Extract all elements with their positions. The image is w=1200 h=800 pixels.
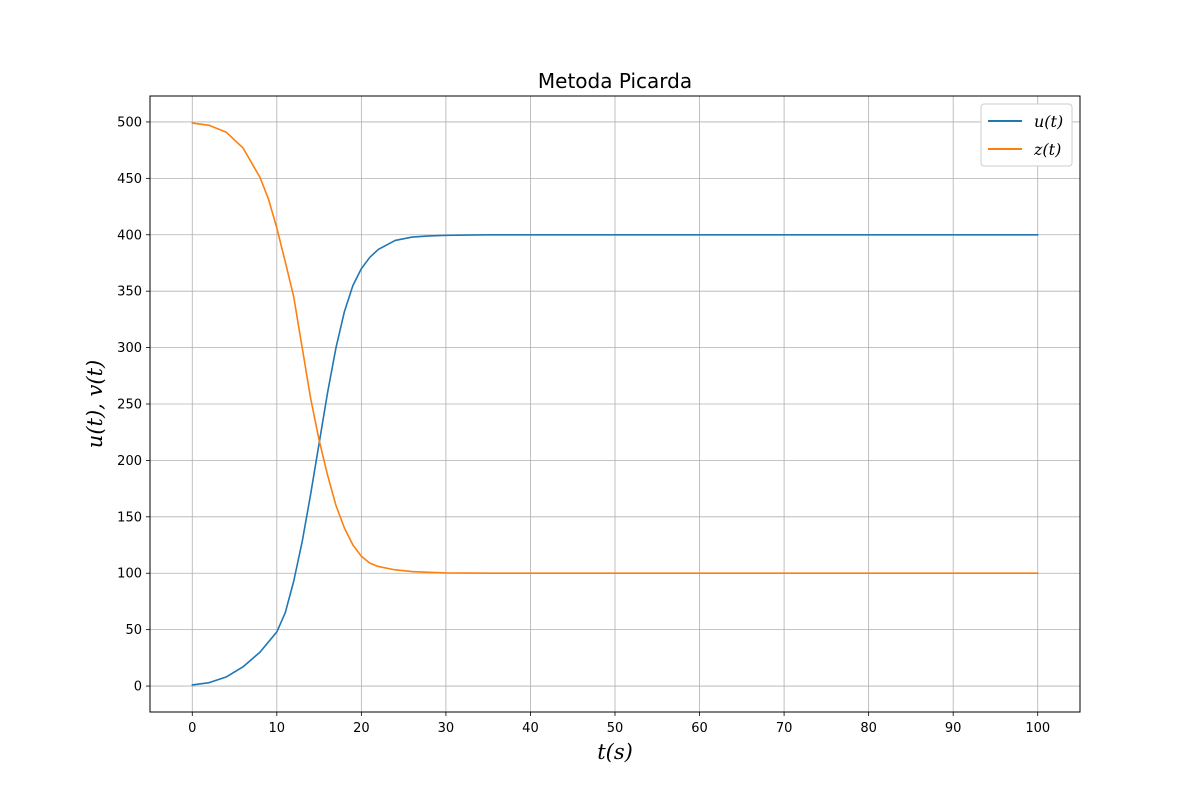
- x-tick-label: 10: [269, 721, 286, 736]
- x-tick-label: 70: [776, 721, 793, 736]
- y-tick-label: 500: [117, 115, 142, 130]
- data-series: [191, 122, 1039, 686]
- x-tick-label: 90: [945, 721, 962, 736]
- y-tick-label: 250: [117, 398, 142, 413]
- y-tick-label: 200: [117, 454, 142, 469]
- x-tick-label: 80: [860, 721, 877, 736]
- legend: u(t) z(t): [980, 103, 1073, 167]
- y-tick-label: 0: [134, 680, 142, 695]
- y-tick-label: 450: [117, 172, 142, 187]
- y-tick-label: 400: [117, 228, 142, 243]
- series-line-zt: [191, 122, 1039, 575]
- y-axis-label: u(t), v(t): [83, 360, 107, 448]
- y-tick-label: 50: [125, 623, 142, 638]
- x-tick-label: 40: [522, 721, 539, 736]
- y-tick-label: 100: [117, 567, 142, 582]
- legend-box: [980, 103, 1073, 167]
- y-tick-label: 300: [117, 341, 142, 356]
- x-tick-label: 60: [691, 721, 708, 736]
- chart-title: Metoda Picarda: [538, 69, 692, 93]
- axis-ticks: 0 10 20 30 40 50 60 70 80 90 100 0 50 100 150 200 250 300…: [117, 115, 1050, 736]
- x-tick-label: 30: [438, 721, 455, 736]
- grid-lines: [150, 96, 1080, 712]
- x-axis-label: t(s): [597, 740, 633, 764]
- y-tick-label: 150: [117, 510, 142, 525]
- series-line-ut: [191, 233, 1039, 686]
- x-tick-label: 0: [188, 721, 196, 736]
- x-tick-label: 20: [353, 721, 370, 736]
- y-tick-label: 350: [117, 285, 142, 300]
- x-tick-label: 50: [607, 721, 624, 736]
- legend-label-u: u(t): [1034, 112, 1063, 131]
- legend-label-z: z(t): [1033, 140, 1061, 159]
- x-tick-label: 100: [1025, 721, 1050, 736]
